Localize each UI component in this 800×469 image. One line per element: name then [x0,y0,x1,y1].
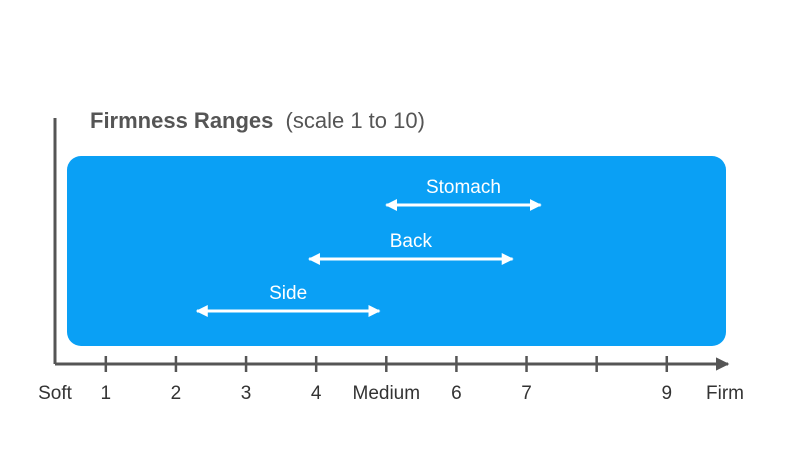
plot-panel [67,156,726,346]
x-tick-label-2: 2 [171,383,182,404]
chart-title-main: Firmness Ranges [90,108,273,133]
range-arrows: Stomach Back Side [195,177,542,317]
range-label-side: Side [269,283,307,304]
chart-subtitle: (scale 1 to 10) [286,108,425,133]
x-axis-ticks: 1 2 3 4 Medium 6 7 9 [101,356,672,404]
range-label-back: Back [390,231,433,252]
x-tick-label-6: 6 [451,383,462,404]
x-tick-label-5: Medium [353,383,421,404]
x-tick-label-3: 3 [241,383,252,404]
x-max-label: Firm [706,383,744,404]
x-tick-label-9: 9 [661,383,672,404]
x-tick-label-1: 1 [101,383,112,404]
chart-title: Firmness Ranges (scale 1 to 10) [90,108,425,133]
range-label-stomach: Stomach [426,177,501,198]
x-min-label: Soft [38,383,73,404]
x-tick-label-4: 4 [311,383,322,404]
x-tick-label-7: 7 [521,383,532,404]
